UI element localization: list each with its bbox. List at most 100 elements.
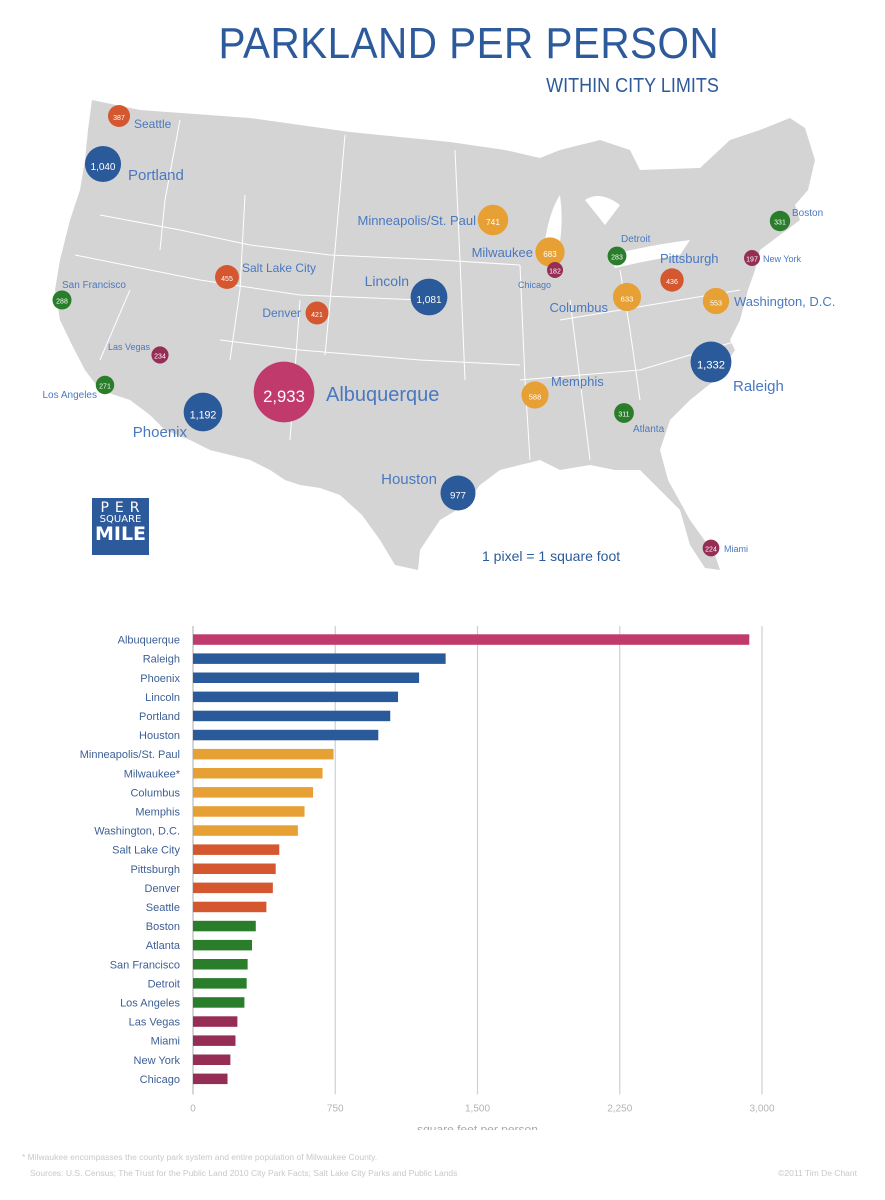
city-label: Houston — [381, 471, 437, 488]
city-marker-washington-d-c: 553 Washington, D.C. — [702, 287, 835, 315]
bubble-albuquerque — [253, 361, 315, 423]
category-label: Minneapolis/St. Paul — [80, 749, 180, 761]
city-marker-boston: 331 Boston — [769, 208, 823, 232]
bubble-value: 197 — [746, 256, 758, 263]
city-label: San Francisco — [62, 280, 126, 291]
city-label: Washington, D.C. — [734, 294, 835, 309]
credit: ©2011 Tim De Chant — [778, 1168, 857, 1178]
bubble-salt-lake-city — [215, 265, 239, 289]
bubble-value: 2,933 — [263, 387, 305, 406]
city-label: Milwaukee — [472, 245, 533, 260]
bubble-value: 387 — [113, 115, 125, 122]
city-marker-raleigh: 1,332 Raleigh — [690, 341, 784, 395]
x-tick-label: 3,000 — [749, 1103, 774, 1114]
category-label: Raleigh — [143, 654, 180, 666]
bubble-value: 1,040 — [91, 162, 116, 173]
bubble-lincoln — [410, 278, 448, 316]
city-marker-chicago: 182 Chicago — [518, 262, 563, 290]
bubble-raleigh — [690, 341, 732, 383]
bubble-pittsburgh — [660, 268, 684, 292]
x-tick-label: 2,250 — [607, 1103, 632, 1114]
city-marker-new-york: 197 New York — [744, 250, 802, 266]
logo-line-3: MILE — [94, 523, 147, 545]
city-label: Chicago — [518, 280, 551, 290]
category-label: Boston — [146, 921, 180, 933]
per-square-mile-logo: PER SQUARE MILE — [92, 498, 149, 555]
bubble-value: 977 — [450, 491, 466, 502]
bubble-chicago — [547, 262, 563, 278]
bar-houston — [193, 729, 379, 741]
bubble-value: 741 — [486, 217, 500, 227]
category-label: Chicago — [140, 1074, 180, 1086]
bubble-san-francisco — [52, 290, 72, 310]
page-title: PARKLAND PER PERSON — [218, 19, 719, 68]
bar-detroit — [193, 978, 247, 989]
bar-miami — [193, 1035, 236, 1046]
city-marker-lincoln: 1,081 Lincoln — [365, 273, 448, 316]
category-label: Houston — [139, 730, 180, 742]
bubble-value: 234 — [154, 353, 166, 360]
footnote: * Milwaukee encompasses the county park … — [22, 1152, 378, 1162]
category-label: Memphis — [135, 806, 180, 818]
bar-lincoln — [193, 691, 399, 703]
city-bubbles: 387 Seattle 1,040 Portland 288 San Francisco 4… — [43, 104, 835, 557]
bubble-miami — [702, 539, 720, 557]
category-label: Los Angeles — [120, 997, 180, 1009]
bar-los-angeles — [193, 997, 245, 1008]
city-marker-portland: 1,040 Portland — [84, 145, 184, 184]
bubble-boston — [769, 210, 791, 232]
bubble-minneapolis-st-paul — [477, 204, 509, 236]
bubble-value: 331 — [774, 220, 786, 227]
city-label: Boston — [792, 208, 823, 219]
bar-seattle — [193, 901, 267, 913]
bubble-value: 421 — [311, 312, 323, 319]
bubble-portland — [84, 145, 122, 183]
city-label: Miami — [724, 544, 748, 554]
category-label: Miami — [151, 1036, 180, 1048]
city-label: New York — [763, 254, 802, 264]
bubble-value: 271 — [99, 384, 111, 391]
bubble-denver — [305, 301, 329, 325]
bar-milwaukee — [193, 768, 323, 779]
city-marker-milwaukee: 683 Milwaukee — [472, 237, 565, 267]
bar-chart: 0 750 1,500 2,250 3,000 Albuquerque Raleigh Pho… — [80, 626, 775, 1130]
bar-boston — [193, 920, 256, 932]
bubble-memphis — [521, 381, 549, 409]
bubble-washington-d-c — [702, 287, 730, 315]
city-marker-salt-lake-city: 455 Salt Lake City — [215, 261, 316, 289]
category-label: Detroit — [148, 978, 180, 990]
us-map: 387 Seattle 1,040 Portland 288 San Francisco 4… — [43, 100, 835, 570]
bar-pittsburgh — [193, 863, 276, 874]
city-label: Memphis — [551, 374, 604, 389]
bar-atlanta — [193, 939, 252, 951]
bubble-value: 588 — [529, 392, 541, 401]
bubble-houston — [440, 475, 476, 511]
logo-line-2: SQUARE — [99, 514, 142, 525]
category-label: San Francisco — [110, 959, 180, 971]
bar-phoenix — [193, 672, 420, 683]
city-label: Los Angeles — [43, 390, 98, 401]
bubble-los-angeles — [95, 375, 115, 395]
city-label: Phoenix — [133, 424, 188, 441]
city-marker-minneapolis-st-paul: 741 Minneapolis/St. Paul — [357, 204, 509, 236]
great-lakes — [545, 195, 690, 268]
city-marker-denver: 421 Denver — [262, 301, 329, 325]
category-label: Salt Lake City — [112, 845, 180, 857]
bubble-value: 1,081 — [416, 295, 442, 306]
city-label: Minneapolis/St. Paul — [357, 213, 476, 228]
bar-portland — [193, 710, 391, 722]
scale-note: 1 pixel = 1 square foot — [482, 548, 621, 564]
city-label: Atlanta — [633, 424, 665, 435]
bubble-value: 633 — [621, 295, 634, 304]
city-marker-miami: 224 Miami — [702, 539, 748, 557]
category-label: New York — [134, 1055, 181, 1067]
city-label: Seattle — [134, 117, 172, 131]
city-label: Lincoln — [365, 273, 409, 289]
bubble-atlanta — [614, 403, 634, 423]
category-label: Albuquerque — [118, 635, 180, 647]
city-marker-memphis: 588 Memphis — [521, 374, 604, 409]
category-label: Seattle — [146, 902, 180, 914]
bar-albuquerque — [193, 634, 750, 645]
bar-denver — [193, 882, 273, 894]
